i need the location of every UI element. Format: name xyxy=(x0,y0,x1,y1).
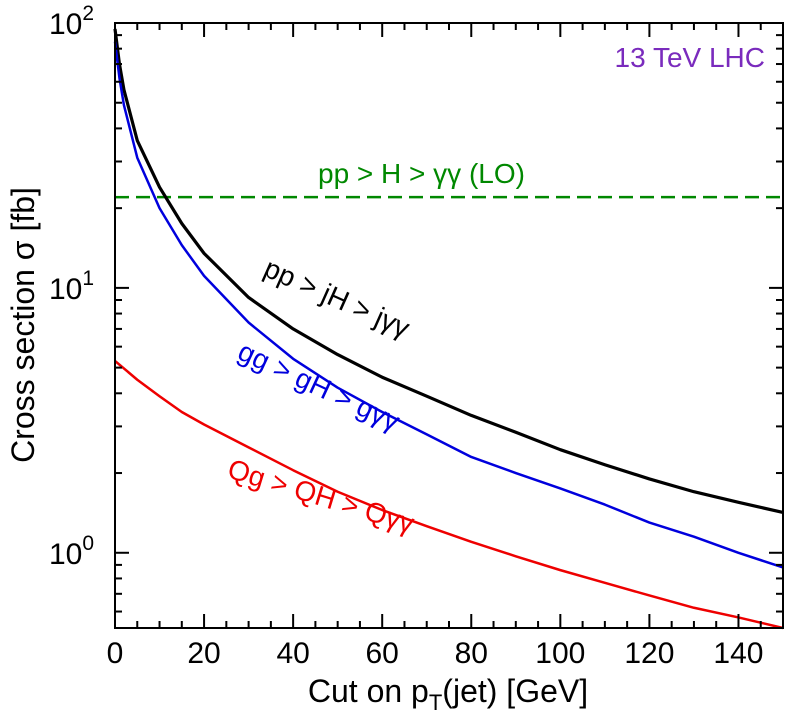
x-tick-label: 20 xyxy=(187,637,220,670)
x-tick-label: 60 xyxy=(366,637,399,670)
series-line-3 xyxy=(114,359,784,630)
series-line-2 xyxy=(113,41,784,569)
y-axis-title: Cross section σ [fb] xyxy=(5,187,41,463)
x-tick-label: 120 xyxy=(624,637,674,670)
x-tick-label: 80 xyxy=(455,637,488,670)
series-line-1 xyxy=(113,28,784,514)
series-label-pp-h-gammagamma: pp > H > γγ (LO) xyxy=(318,158,525,189)
plot-frame xyxy=(114,22,784,629)
x-axis-title: Cut on pT(jet) [GeV] xyxy=(308,673,588,715)
x-tick-label: 40 xyxy=(276,637,309,670)
x-axis-title-main: Cut on p xyxy=(308,673,429,709)
y-tick-label: 101 xyxy=(49,267,94,306)
x-axis-title-subscript: T xyxy=(429,690,442,715)
x-tick-label: 100 xyxy=(535,637,585,670)
x-axis-title-rest: (jet) [GeV] xyxy=(442,673,588,709)
energy-annotation: 13 TeV LHC xyxy=(615,42,765,73)
y-tick-label: 102 xyxy=(49,2,94,41)
x-tick-label: 0 xyxy=(107,637,124,670)
y-tick-label: 100 xyxy=(49,532,94,571)
x-tick-label: 140 xyxy=(713,637,763,670)
